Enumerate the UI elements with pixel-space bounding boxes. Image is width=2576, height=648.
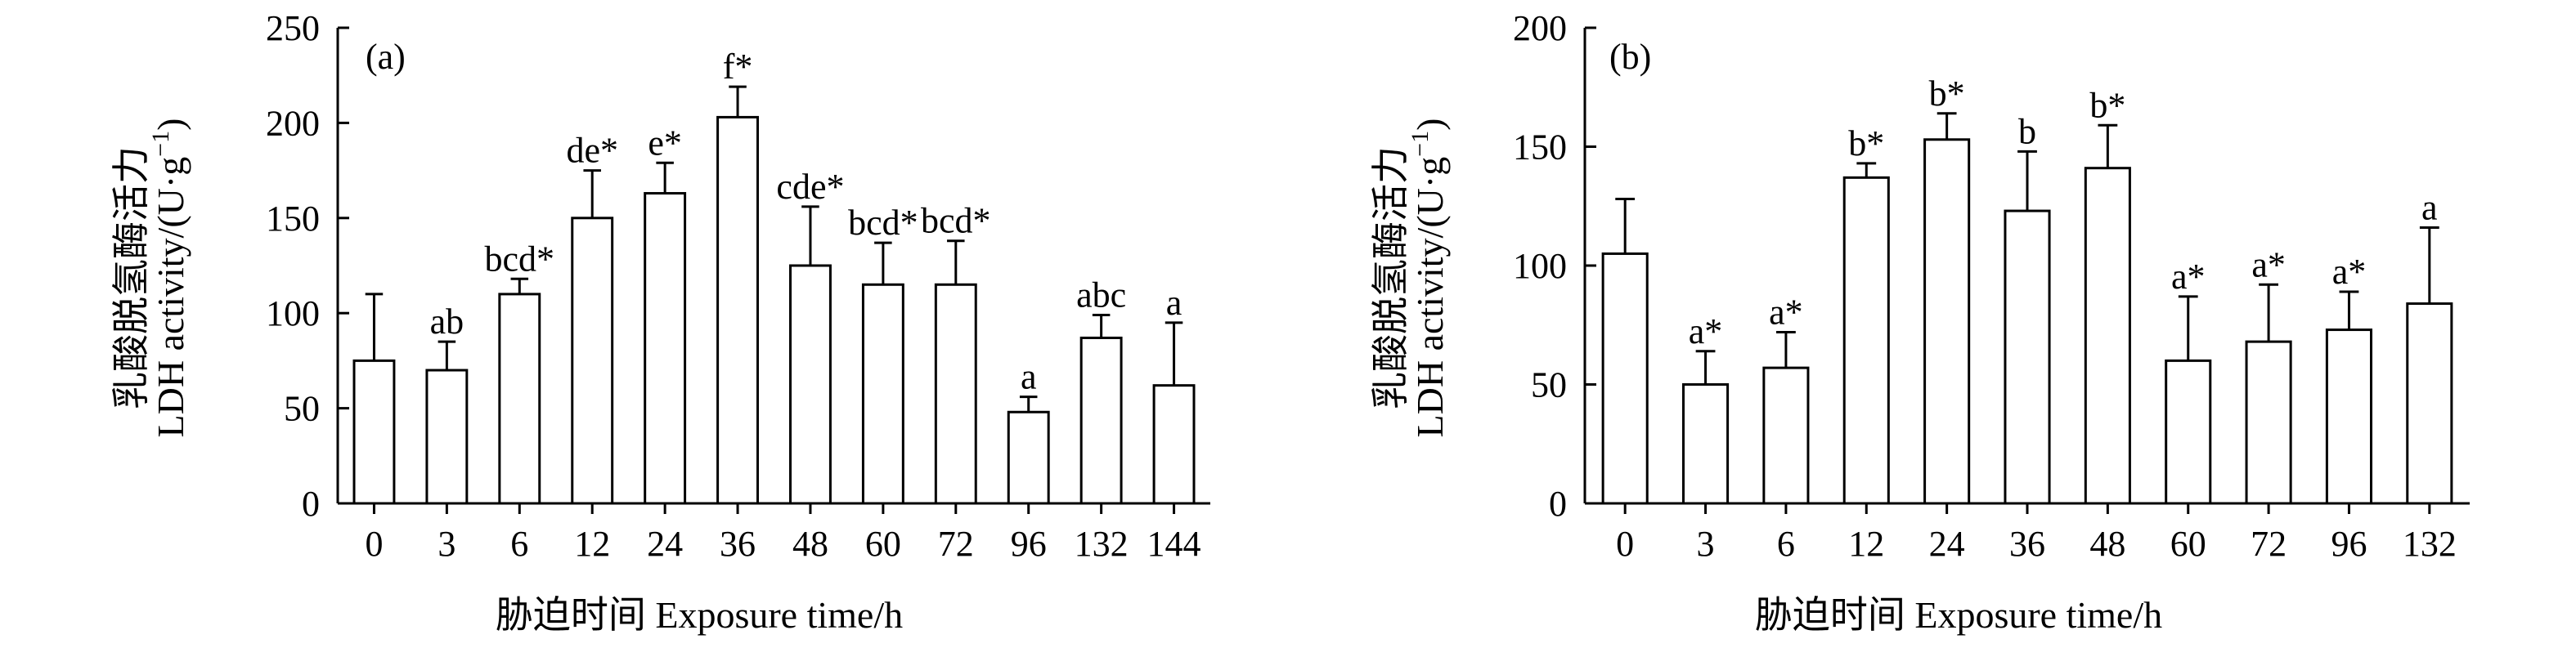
x-tick-label-a-6: 6 [510,524,528,564]
bar-b-48 [2084,167,2131,505]
y-axis-title-cn-a: 乳酸脱氢酶活力 [110,146,152,409]
significance-label-b-48: b* [2089,85,2125,125]
bar-b-3 [1681,383,1730,505]
x-tick-label-b-0: 0 [1616,524,1634,564]
significance-label-a-132: abc [1076,275,1126,315]
significance-label-a-24: e* [648,123,682,163]
x-tick-label-a-12: 12 [574,524,610,564]
x-tick-label-a-132: 132 [1075,524,1129,564]
significance-label-b-3: a* [1689,311,1723,351]
chart-panel-a: (a) 乳酸脱氢酶活力 LDH activity/(U·g−1) 胁迫时间 Ex… [110,8,1210,636]
y-tick-label-b: 100 [1513,246,1567,286]
bar-a-0 [352,359,396,505]
y-tick-label-a: 100 [266,293,320,333]
bar-a-96 [1007,410,1050,505]
x-tick-label-a-36: 36 [720,524,756,564]
bar-b-60 [2165,359,2212,505]
bar-b-6 [1762,366,1810,505]
y-tick-label-b: 200 [1513,8,1567,48]
y-tick-label-a: 250 [266,8,320,48]
x-axis-title-a: 胁迫时间 Exposure time/h [496,594,903,636]
bar-a-132 [1079,336,1123,505]
y-axis-title-en-b: LDH activity/(U·g−1) [1407,118,1451,438]
x-tick-label-a-0: 0 [365,524,383,564]
bar-b-132 [2406,302,2453,505]
significance-label-a-72: bcd* [921,201,991,241]
bar-b-72 [2245,340,2292,505]
significance-label-b-6: a* [1769,292,1803,332]
bar-a-24 [644,192,687,505]
bar-a-144 [1152,384,1196,505]
y-ticks-a: 0 50 100 150 200 250 [266,8,349,524]
significance-label-b-24: b* [1929,74,1965,114]
panel-label-b: (b) [1609,37,1651,77]
x-tick-label-b-3: 3 [1697,524,1715,564]
significance-label-a-6: bcd* [485,239,555,279]
y-axis-title-a: 乳酸脱氢酶活力 LDH activity/(U·g−1) [110,118,191,438]
bar-a-3 [425,369,469,505]
x-tick-label-a-96: 96 [1011,524,1047,564]
bar-a-72 [934,283,977,505]
significance-label-a-60: bcd* [848,203,918,243]
x-tick-label-a-24: 24 [647,524,683,564]
y-tick-label-b: 50 [1531,365,1567,405]
y-tick-label-a: 200 [266,103,320,143]
bar-a-60 [861,283,904,505]
x-tick-label-b-72: 72 [2251,524,2287,564]
x-axis-title-b: 胁迫时间 Exposure time/h [1755,594,2162,636]
significance-label-b-72: a* [2251,244,2286,284]
x-tick-label-b-60: 60 [2170,524,2206,564]
x-tick-label-b-12: 12 [1848,524,1884,564]
significance-label-b-132: a [2421,187,2438,227]
chart-panel-b: (b) 乳酸脱氢酶活力 LDH activity/(U·g−1) 胁迫时间 Ex… [1370,8,2470,636]
x-tick-label-a-144: 144 [1147,524,1201,564]
significance-label-b-12: b* [1848,123,1884,163]
y-tick-label-b: 150 [1513,127,1567,168]
significance-label-a-96: a [1021,357,1037,397]
significance-label-b-96: a* [2332,252,2367,292]
bars-b: a* a* b* b* b b* a* a* a* a [1601,74,2453,505]
bar-b-0 [1601,252,1649,505]
bar-b-36 [2004,209,2051,505]
x-ticks-b: 0 3 6 12 24 36 48 60 72 96 132 [1616,503,2457,564]
panel-label-a: (a) [366,37,406,77]
significance-label-a-12: de* [566,131,618,171]
x-tick-label-a-3: 3 [438,524,456,564]
x-tick-label-a-48: 48 [792,524,828,564]
x-tick-label-b-24: 24 [1929,524,1965,564]
significance-label-a-48: cde* [776,167,844,207]
y-axis-title-b: 乳酸脱氢酶活力 LDH activity/(U·g−1) [1370,118,1451,438]
y-ticks-b: 0 50 100 150 200 [1513,8,1596,524]
bar-b-96 [2325,328,2373,505]
y-tick-label-a: 50 [284,389,320,429]
y-tick-label-b: 0 [1549,484,1567,524]
x-tick-label-a-60: 60 [865,524,901,564]
x-tick-label-a-72: 72 [938,524,974,564]
y-axis-title-en-a: LDH activity/(U·g−1) [147,118,191,438]
bar-a-48 [789,264,832,505]
x-tick-label-b-6: 6 [1777,524,1795,564]
significance-label-b-60: a* [2171,257,2206,297]
x-tick-label-b-48: 48 [2089,524,2125,564]
bar-a-6 [498,293,541,505]
x-tick-label-b-132: 132 [2403,524,2457,564]
bar-a-36 [716,115,759,505]
bar-b-24 [1923,138,1971,505]
x-tick-label-b-96: 96 [2331,524,2367,564]
y-axis-title-cn-b: 乳酸脱氢酶活力 [1370,146,1411,409]
x-tick-label-b-36: 36 [2009,524,2045,564]
bar-b-12 [1842,176,1890,505]
significance-label-a-36: f* [723,47,753,87]
significance-label-a-3: ab [430,302,464,342]
significance-label-b-36: b [2018,111,2036,151]
significance-label-a-144: a [1166,283,1183,323]
x-ticks-a: 0 3 6 12 24 36 48 60 72 96 132 144 [365,503,1201,564]
y-tick-label-a: 0 [302,484,320,524]
y-tick-label-a: 150 [266,199,320,239]
bar-a-12 [571,217,614,505]
